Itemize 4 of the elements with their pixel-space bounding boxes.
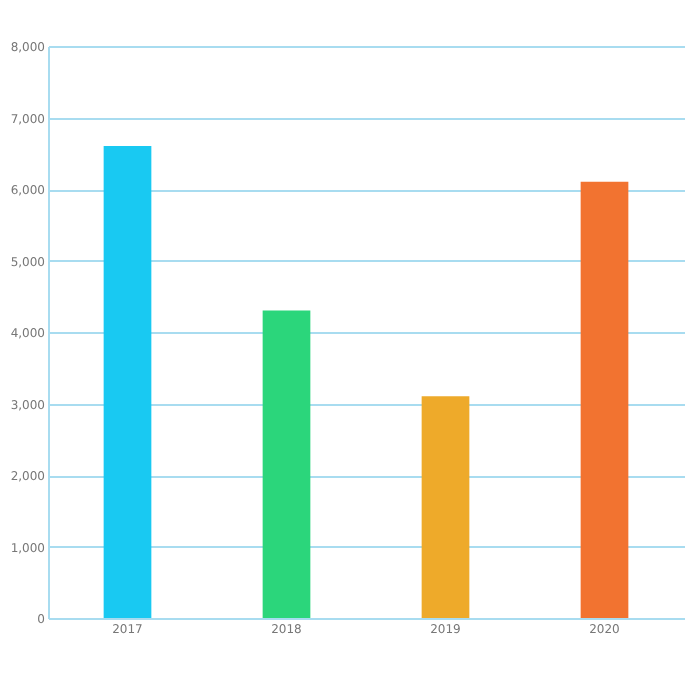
bar [580,181,629,618]
bar [262,310,311,618]
bar [103,146,152,618]
bar [421,396,470,618]
